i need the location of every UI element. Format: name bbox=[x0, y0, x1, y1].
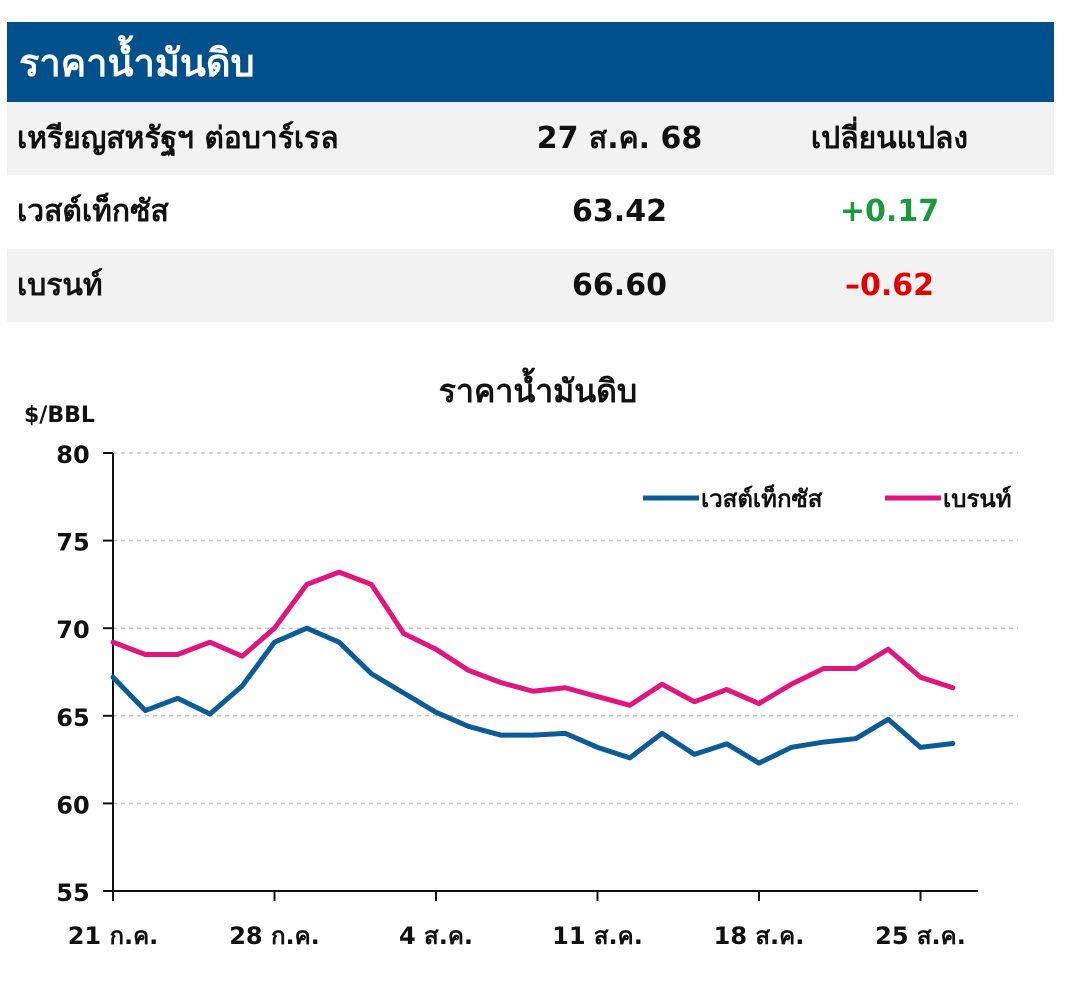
legend: เวสต์เท็กซัส เบรนท์ bbox=[643, 484, 1012, 513]
series-line bbox=[110, 625, 956, 766]
column-header-change: เปลี่ยนแปลง bbox=[810, 121, 969, 156]
table-title: ราคาน้ำมันดิบ bbox=[7, 22, 1054, 102]
chart-title: ราคาน้ำมันดิบ bbox=[439, 367, 637, 410]
y-tick-label: 65 bbox=[56, 704, 89, 732]
table-header-row: เหรียญสหรัฐฯ ต่อบาร์เรล 27 ส.ค. 68 เปลี่… bbox=[7, 102, 1054, 175]
grid-lines bbox=[113, 452, 1018, 805]
row-name: เบรนท์ bbox=[17, 268, 103, 303]
row-price: 66.60 bbox=[572, 268, 667, 303]
row-change: –0.62 bbox=[844, 268, 935, 303]
x-tick-label: 28 ก.ค. bbox=[229, 922, 320, 950]
x-tick-label: 18 ส.ค. bbox=[714, 922, 805, 950]
y-tick-label: 60 bbox=[56, 791, 89, 819]
y-tick-label: 55 bbox=[56, 879, 89, 907]
column-header-date: 27 ส.ค. 68 bbox=[536, 121, 703, 156]
row-price: 63.42 bbox=[572, 194, 667, 229]
column-header-unit: เหรียญสหรัฐฯ ต่อบาร์เรล bbox=[17, 121, 339, 156]
table-row: เบรนท์ 66.60 –0.62 bbox=[7, 249, 1054, 322]
legend-label: เบรนท์ bbox=[943, 485, 1012, 513]
row-name: เวสต์เท็กซัส bbox=[17, 194, 169, 229]
legend-label: เวสต์เท็กซัส bbox=[701, 484, 823, 513]
axes: 55 60 65 70 75 80 21 ก.ค. 28 ก.ค. 4 ส.ค. 11 ส.ค. 1… bbox=[56, 441, 978, 950]
series-lines bbox=[110, 569, 956, 766]
x-tick-label: 21 ก.ค. bbox=[68, 922, 159, 950]
x-tick-label: 25 ส.ค. bbox=[875, 922, 966, 950]
y-axis-label: $/BBL bbox=[24, 403, 95, 428]
crude-oil-line-chart: ราคาน้ำมันดิบ $/BBL 55 60 65 70 75 80 21 ก.ค. 2… bbox=[24, 367, 1018, 950]
x-tick-label: 4 ส.ค. bbox=[399, 922, 473, 950]
x-tick-label: 11 ส.ค. bbox=[552, 922, 643, 950]
y-tick-label: 75 bbox=[56, 529, 89, 557]
y-tick-label: 70 bbox=[56, 616, 89, 644]
table-row: เวสต์เท็กซัส 63.42 +0.17 bbox=[7, 175, 1054, 248]
series-line bbox=[110, 569, 956, 708]
y-tick-label: 80 bbox=[56, 441, 89, 469]
row-change: +0.17 bbox=[839, 194, 940, 229]
